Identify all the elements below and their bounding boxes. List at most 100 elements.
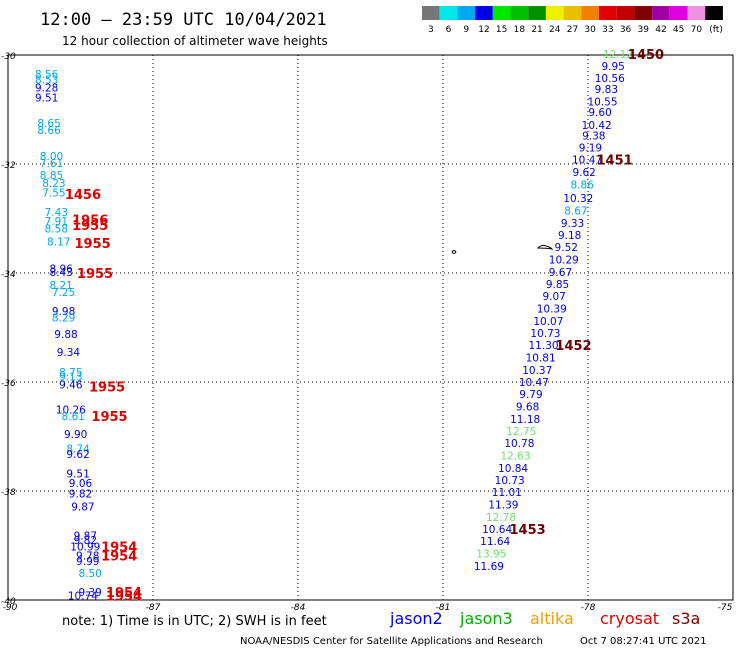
wave-height-jason3: 9.13 <box>59 372 82 384</box>
color-swatch <box>475 6 493 20</box>
wave-height-s3a: 11.69 <box>474 561 504 573</box>
wave-height-jason3: 10.99 <box>70 542 100 554</box>
pass-time-label: 1954 <box>106 590 142 605</box>
wave-height-jason3: 8.50 <box>78 568 101 580</box>
longitude-label: -78 <box>581 603 596 613</box>
wave-height-s3a: 9.79 <box>519 389 542 401</box>
satellite-jason2: jason2 <box>389 609 443 628</box>
island-shape <box>536 244 554 250</box>
wave-height-jason3: 8.23 <box>42 178 65 190</box>
wave-height-jason3: 7.43 <box>45 207 68 219</box>
wave-height-s3a: 12.75 <box>506 426 536 438</box>
color-swatch <box>457 6 476 20</box>
wave-height-s3a: 10.64 <box>482 524 512 536</box>
color-scale-label: 3 <box>428 25 434 35</box>
wave-height-s3a: 9.60 <box>588 107 611 119</box>
wave-height-jason3: 9.88 <box>54 329 77 341</box>
pass-time-label: 1954 <box>101 549 137 564</box>
wave-height-jason3: 8.17 <box>47 236 70 248</box>
color-scale-label: 27 <box>567 25 578 35</box>
wave-height-s3a: 9.19 <box>579 143 602 155</box>
wave-height-jason3: 8.65 <box>37 118 60 130</box>
color-swatch <box>634 6 653 20</box>
page-subtitle: 12 hour collection of altimeter wave hei… <box>62 34 328 48</box>
color-scale-label: 18 <box>514 25 526 35</box>
wave-height-s3a: 10.42 <box>582 120 612 132</box>
wave-height-s3a: 10.07 <box>533 316 563 328</box>
color-swatch <box>422 6 440 20</box>
color-swatch <box>510 6 529 20</box>
wave-height-s3a: 12.78 <box>486 512 516 524</box>
wave-height-s3a: 11.01 <box>492 487 522 499</box>
latitude-label: -36 <box>1 379 16 389</box>
pass-time-label: 1955 <box>72 219 108 234</box>
longitude-label: -84 <box>291 603 306 613</box>
wave-height-s3a: 11.18 <box>510 414 540 426</box>
wave-height-s3a: 11.64 <box>480 536 510 548</box>
longitude-label: -75 <box>718 603 733 613</box>
wave-height-s3a: 9.67 <box>549 267 572 279</box>
wave-height-s3a: 12.12 <box>603 49 633 61</box>
color-swatch <box>528 6 546 20</box>
wave-height-s3a: 9.95 <box>601 61 624 73</box>
wave-height-jason3: 9.82 <box>74 535 97 547</box>
footer-note: note: 1) Time is in UTC; 2) SWH is in fe… <box>62 614 327 629</box>
latitude-label: -32 <box>1 161 16 171</box>
wave-height-jason3: 9.06 <box>69 478 93 490</box>
wave-height-jason3: 9.34 <box>57 347 81 359</box>
wave-height-jason3: 9.46 <box>59 380 83 392</box>
wave-height-jason3: 9.39 <box>78 587 101 599</box>
color-scale-label: 42 <box>655 25 666 35</box>
color-scale-label: 6 <box>446 25 452 35</box>
satellite-s3a: s3a <box>672 609 700 628</box>
satellite-jason3: jason3 <box>459 609 513 628</box>
wave-height-s3a: 10.73 <box>495 475 525 487</box>
wave-height-s3a: 9.07 <box>542 291 565 303</box>
wave-height-s3a: 9.62 <box>572 167 595 179</box>
wave-height-s3a: 9.18 <box>558 230 581 242</box>
wave-height-jason3: 7.91 <box>45 216 68 228</box>
color-swatch <box>599 6 617 20</box>
color-scale-label: 24 <box>549 25 561 35</box>
longitude-label: -87 <box>146 603 161 613</box>
color-swatch <box>545 6 564 20</box>
page-title: 12:00 – 23:59 UTC 10/04/2021 <box>40 10 327 30</box>
longitude-label: -81 <box>436 603 451 613</box>
wave-height-jason3: 8.53 <box>35 75 58 87</box>
wave-height-jason3: 8.58 <box>45 223 68 235</box>
wave-height-jason3: 8.66 <box>37 125 61 137</box>
color-scale-label: 70 <box>691 25 703 35</box>
color-scale-label: 15 <box>496 25 507 35</box>
latitude-label: -30 <box>1 52 16 62</box>
wave-height-s3a: 10.56 <box>595 73 625 85</box>
wave-height-jason3: 9.62 <box>66 449 89 461</box>
plot-frame <box>7 54 734 601</box>
wave-height-s3a: 10.32 <box>563 193 593 205</box>
wave-height-s3a: 10.37 <box>522 365 552 377</box>
wave-height-jason3: 8.56 <box>35 69 59 81</box>
wave-height-jason3: 10.74 <box>68 591 98 603</box>
color-swatch <box>705 6 723 20</box>
color-swatch <box>581 6 599 20</box>
wave-height-s3a: 9.33 <box>561 218 584 230</box>
pass-time-label: 1956 <box>72 214 108 229</box>
wave-height-jason3: 9.78 <box>76 550 99 562</box>
pass-time-label: 1453 <box>509 523 545 538</box>
wave-height-jason3: 7.61 <box>40 158 63 170</box>
wave-height-jason3: 7.55 <box>42 187 65 199</box>
wave-height-s3a: 9.52 <box>555 242 578 254</box>
color-scale-label: 30 <box>584 25 596 35</box>
color-scale-label: 36 <box>620 25 632 35</box>
color-scale-label: 45 <box>673 25 684 35</box>
wave-height-jason3: 8.96 <box>49 264 73 276</box>
color-swatch <box>492 6 511 20</box>
color-swatch <box>439 6 458 20</box>
color-scale-label: 21 <box>531 25 542 35</box>
axis-labels: -90 -87 -84 -81 -78 -75 -30 -32 -34 -36 -38 -40 <box>1 52 733 613</box>
wave-height-s3a: 9.85 <box>546 279 569 291</box>
wave-height-s3a: 10.47 <box>519 377 549 389</box>
longitude-label: -90 <box>3 603 18 613</box>
color-scale-label: 12 <box>478 25 489 35</box>
pass-time-label: 1955 <box>89 380 125 395</box>
